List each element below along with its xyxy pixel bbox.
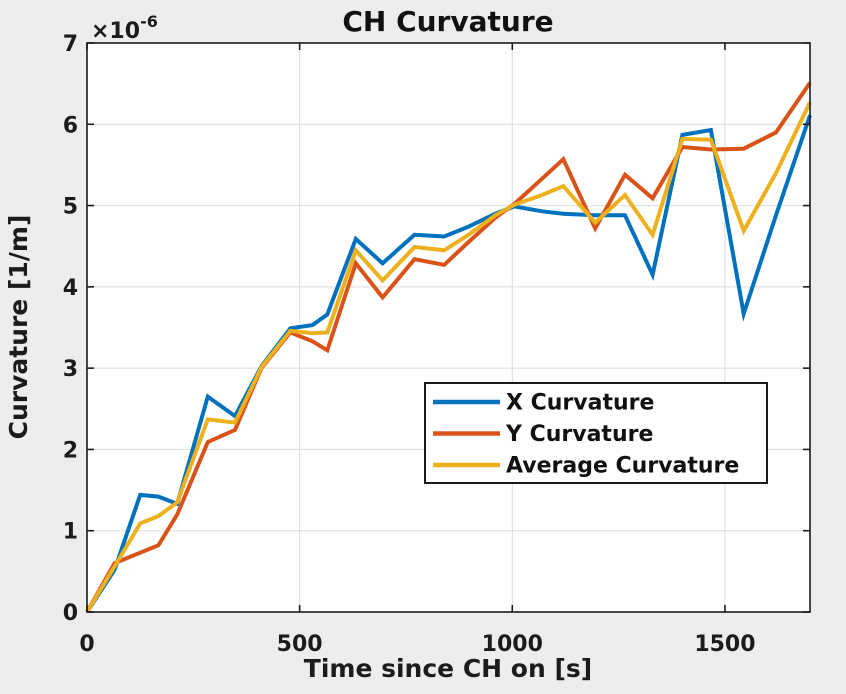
series-line-average-curvature: [85, 101, 812, 614]
x-tick-label: 500: [277, 632, 323, 657]
x-tick-label: 1500: [694, 632, 755, 657]
legend-label-y-curvature: Y Curvature: [505, 422, 653, 447]
y-tick-label: 0: [63, 601, 78, 626]
series-lines: [85, 81, 812, 614]
y-axis-label: Curvature [1/m]: [4, 215, 33, 440]
y-exponent-label: ×10-6: [91, 12, 158, 44]
legend: X Curvature Y Curvature Average Curvatur…: [424, 382, 768, 484]
legend-item-average-curvature: Average Curvature: [433, 454, 739, 479]
legend-item-y-curvature: Y Curvature: [433, 422, 653, 447]
y-tick-label: 1: [63, 520, 78, 545]
y-tick-label: 3: [63, 357, 78, 382]
plot-area: [87, 43, 810, 612]
y-tick-label: 4: [63, 276, 78, 301]
series-line-y-curvature: [85, 81, 812, 613]
chart-title: CH Curvature: [342, 5, 553, 38]
y-tick-label: 6: [63, 113, 78, 138]
y-tick-label: 7: [63, 32, 78, 57]
legend-label-average-curvature: Average Curvature: [506, 454, 739, 479]
x-tick-label: 1000: [482, 632, 543, 657]
y-exponent-power: -6: [140, 12, 158, 31]
x-axis-label: Time since CH on [s]: [304, 654, 592, 683]
x-tick-label: 0: [79, 632, 94, 657]
series-line-x-curvature: [85, 114, 812, 614]
axis-box-border: [86, 42, 811, 613]
y-exponent-base: ×10: [91, 19, 140, 44]
y-tick-label: 2: [63, 438, 78, 463]
legend-label-x-curvature: X Curvature: [506, 391, 654, 416]
y-tick-label: 5: [63, 195, 78, 220]
axis-box: [86, 42, 811, 613]
tick-labels: 0 500 1000 1500 0 1 2 3 4 5 6 7: [63, 32, 756, 657]
legend-item-x-curvature: X Curvature: [433, 391, 654, 416]
